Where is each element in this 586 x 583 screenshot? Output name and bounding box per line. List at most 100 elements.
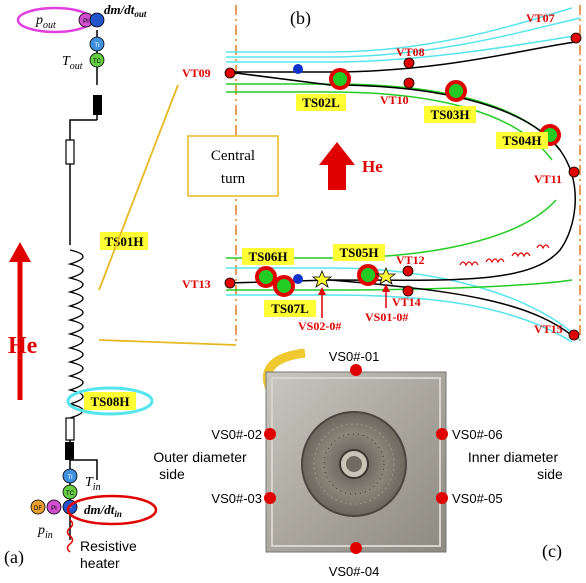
p-out-label: pout: [35, 13, 56, 31]
vs-point-03: [264, 492, 276, 504]
he-flow-arrow-icon: [9, 242, 31, 262]
ti-code: TI: [94, 43, 100, 49]
fm-in-code: F: [68, 506, 72, 512]
ti-sensor-icon: [89, 36, 105, 52]
dmdt-in-highlight: [66, 494, 158, 526]
ts01h-label: TS01H: [104, 234, 143, 249]
vs-point-02: [264, 428, 276, 440]
tc-code: TC: [93, 59, 102, 65]
vt12-point: [402, 265, 414, 277]
heater-squiggle-icon: [459, 244, 550, 267]
zoom-line-top: [98, 84, 179, 291]
he-label-b: He: [362, 157, 383, 176]
ts03h-label: TS03H: [430, 107, 469, 122]
vt15-label: VT15: [534, 322, 563, 336]
ts03h-badge: [424, 106, 476, 123]
vt13-point: [224, 277, 236, 289]
ts08h-highlight: [66, 386, 154, 416]
vs02-star-icon: [311, 269, 333, 288]
ts02l-label: TS02L: [302, 95, 340, 110]
vt13-label: VT13: [182, 277, 211, 291]
panel-b-label: (b): [290, 8, 311, 29]
p-in-label: pin: [37, 523, 53, 541]
dmdt-in-label: dm/dtin: [84, 502, 122, 519]
resistor-bottom: [65, 417, 75, 441]
vt14-point: [402, 285, 414, 297]
ts07l-sensor: [273, 275, 295, 297]
ts07l-label: TS07L: [271, 301, 309, 316]
vs01-label: VS01-0#: [365, 310, 408, 324]
vt08-point: [403, 57, 415, 69]
panel-b: VT07 VT08 VT09 VT10 VT11 VT12 VT13 VT14 …: [182, 5, 582, 345]
t-out-label: Tout: [62, 54, 83, 72]
valve-block-bottom: [65, 442, 74, 460]
ti-in-code: TI: [67, 475, 73, 481]
vs-label-04: VS0#-04: [329, 564, 380, 579]
ts05h-sensor: [357, 264, 379, 286]
resistive-heater-icon: [66, 519, 74, 553]
heater-label-line1: Resistive: [80, 538, 137, 554]
vs-label-06: VS0#-06: [452, 427, 503, 442]
vt07-label: VT07: [526, 11, 555, 25]
vs-label-02: VS0#-02: [211, 427, 262, 442]
ts08h-label: TS08H: [90, 394, 129, 409]
valve-block-top: [93, 95, 102, 115]
outer-diameter-line1: Outer diameter: [153, 449, 247, 465]
vs01-star-icon: [375, 266, 397, 285]
vs-label-05: VS0#-05: [452, 491, 503, 506]
vt12-label: VT12: [396, 253, 425, 267]
ts04h-label: TS04H: [502, 133, 541, 148]
pi-in-sensor-icon: [46, 499, 62, 515]
vt07-point: [570, 32, 582, 44]
vs-label-01: VS0#-01: [329, 349, 380, 364]
vs-point-04: [350, 542, 362, 554]
panel-c: VS0#-01 VS0#-02 VS0#-03 VS0#-04 VS0#-05 …: [153, 348, 563, 579]
flow-meter-icon: [89, 12, 105, 28]
ts06h-badge: [242, 248, 294, 265]
vs02-label: VS02-0#: [298, 319, 341, 333]
vt09-label: VT09: [182, 66, 211, 80]
ts02l-sensor: [329, 68, 351, 90]
heater-label-line2: heater: [80, 555, 120, 571]
df-code: DF: [34, 506, 42, 512]
outer-diameter-line2: side: [159, 466, 185, 482]
vs-label-03: VS0#-03: [211, 491, 262, 506]
ts03h-sensor: [445, 80, 467, 102]
vs-point-05: [436, 492, 448, 504]
ts08h-badge: [84, 392, 136, 410]
vt14-label: VT14: [392, 295, 421, 309]
zoom-line-bottom: [98, 339, 237, 346]
vt15-point: [568, 329, 580, 341]
he-label-a: He: [8, 333, 38, 359]
central-turn-line1: Central: [211, 148, 255, 164]
resistor-top: [65, 139, 75, 165]
vs-point-06: [436, 428, 448, 440]
panel-c-label: (c): [542, 541, 562, 562]
ts04h-badge: [496, 132, 548, 149]
tc-in-sensor-icon: [62, 484, 78, 500]
pi-code: PI: [83, 19, 89, 25]
ts05h-badge: [333, 244, 385, 261]
vs-point-01: [350, 364, 362, 376]
panel-a: PI TI TC pout dm/dtout Tout He TS01H TS0…: [4, 2, 237, 571]
central-turn-box: [187, 135, 279, 197]
coil-winding: [67, 249, 84, 419]
vt08-label: VT08: [396, 45, 425, 59]
vt10-label: VT10: [380, 93, 409, 107]
vt11-point: [568, 166, 580, 178]
ts05h-label: TS05H: [339, 245, 378, 260]
tc-sensor-icon: [89, 52, 105, 68]
vt09-point: [224, 67, 236, 79]
ts02l-badge: [296, 94, 346, 111]
ts06h-label: TS06H: [248, 249, 287, 264]
blue-marker-top: [293, 64, 303, 74]
t-in-label: Tin: [85, 475, 101, 493]
tc-in-code: TC: [66, 491, 75, 497]
vt-points: [224, 32, 582, 341]
panel-a-label: (a): [4, 547, 24, 568]
df-sensor-icon: [30, 499, 46, 515]
ts06h-sensor: [255, 266, 277, 288]
ts07l-badge: [264, 300, 316, 317]
blue-marker-bottom: [293, 274, 303, 284]
